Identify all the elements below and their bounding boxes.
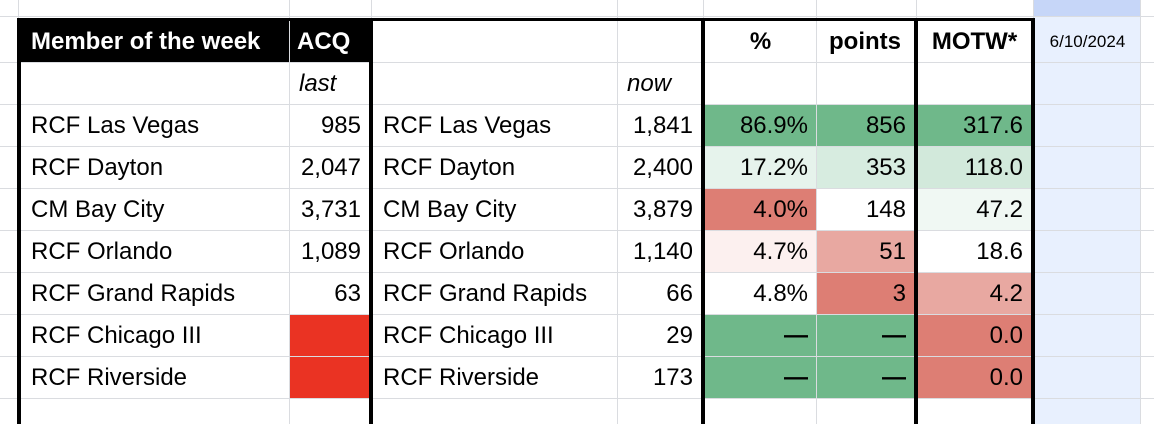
cell-motw[interactable]: 47.2 <box>976 196 1023 223</box>
cell-now[interactable]: 1,841 <box>632 112 693 139</box>
cell-motw[interactable]: 118.0 <box>964 154 1023 181</box>
cell-name-last[interactable]: RCF Chicago III <box>31 322 202 349</box>
header-points[interactable]: points <box>829 28 901 55</box>
cell-last[interactable] <box>289 357 369 398</box>
cell-name-last[interactable]: RCF Riverside <box>31 364 188 391</box>
cell-points[interactable]: — <box>882 322 906 349</box>
header-motw[interactable]: MOTW* <box>931 28 1018 55</box>
subheader-now[interactable]: now <box>627 70 672 97</box>
cell-name-now[interactable]: CM Bay City <box>383 196 517 223</box>
column-header-selected <box>1033 0 1140 16</box>
cell-points[interactable]: 856 <box>865 112 906 139</box>
cell-now[interactable]: 2,400 <box>632 154 693 181</box>
cell-now[interactable]: 66 <box>666 280 693 307</box>
cell-last[interactable]: 1,089 <box>300 238 361 265</box>
cell-name-last[interactable]: RCF Orlando <box>31 238 173 265</box>
cell-motw[interactable]: 317.6 <box>962 112 1023 139</box>
selected-column-highlight <box>1033 0 1140 424</box>
cell-name-last[interactable]: RCF Grand Rapids <box>31 280 236 307</box>
cell-name-last[interactable]: CM Bay City <box>31 196 165 223</box>
missing-last-riverside <box>289 356 371 398</box>
header-date[interactable]: 6/10/2024 <box>1049 32 1126 51</box>
cell-pct[interactable]: 4.8% <box>753 280 808 307</box>
cell-name-last[interactable]: RCF Dayton <box>31 154 164 181</box>
cell-last[interactable]: 3,731 <box>300 196 361 223</box>
cell-last[interactable]: 63 <box>334 280 361 307</box>
missing-last-chicago <box>289 314 371 356</box>
cell-pct[interactable]: 86.9% <box>739 112 808 139</box>
cell-motw[interactable]: 0.0 <box>989 364 1023 391</box>
cell-last[interactable]: 2,047 <box>300 154 361 181</box>
cell-last[interactable] <box>289 315 369 356</box>
cell-points[interactable]: 51 <box>879 238 906 265</box>
cell-pct[interactable]: 4.0% <box>753 196 808 223</box>
cell-now[interactable]: 3,879 <box>632 196 693 223</box>
cell-pct[interactable]: — <box>784 364 808 391</box>
cell-motw[interactable]: 4.2 <box>989 280 1023 307</box>
cell-name-now[interactable]: RCF Riverside <box>383 364 540 391</box>
cell-now[interactable]: 29 <box>666 322 693 349</box>
cell-name-now[interactable]: RCF Las Vegas <box>383 112 552 139</box>
header-pct[interactable]: % <box>749 28 772 55</box>
cell-name-now[interactable]: RCF Grand Rapids <box>383 280 588 307</box>
cell-pct[interactable]: 17.2% <box>739 154 808 181</box>
cell-motw[interactable]: 18.6 <box>976 238 1023 265</box>
cell-now[interactable]: 1,140 <box>632 238 693 265</box>
cell-motw[interactable]: 0.0 <box>989 322 1023 349</box>
cell-last[interactable]: 985 <box>320 112 361 139</box>
subheader-last[interactable]: last <box>299 70 337 97</box>
cell-now[interactable]: 173 <box>652 364 693 391</box>
cell-name-now[interactable]: RCF Dayton <box>383 154 516 181</box>
header-member-of-the-week[interactable]: Member of the week <box>31 28 261 55</box>
cell-points[interactable]: 3 <box>892 280 906 307</box>
header-black-fill <box>18 20 370 62</box>
cell-points[interactable]: 148 <box>865 196 906 223</box>
cell-name-now[interactable]: RCF Chicago III <box>383 322 554 349</box>
cell-name-last[interactable]: RCF Las Vegas <box>31 112 200 139</box>
cell-pct[interactable]: — <box>784 322 808 349</box>
cell-pct[interactable]: 4.7% <box>753 238 808 265</box>
cell-points[interactable]: 353 <box>865 154 906 181</box>
header-acq[interactable]: ACQ <box>297 28 351 55</box>
cell-name-now[interactable]: RCF Orlando <box>383 238 525 265</box>
cell-points[interactable]: — <box>882 364 906 391</box>
